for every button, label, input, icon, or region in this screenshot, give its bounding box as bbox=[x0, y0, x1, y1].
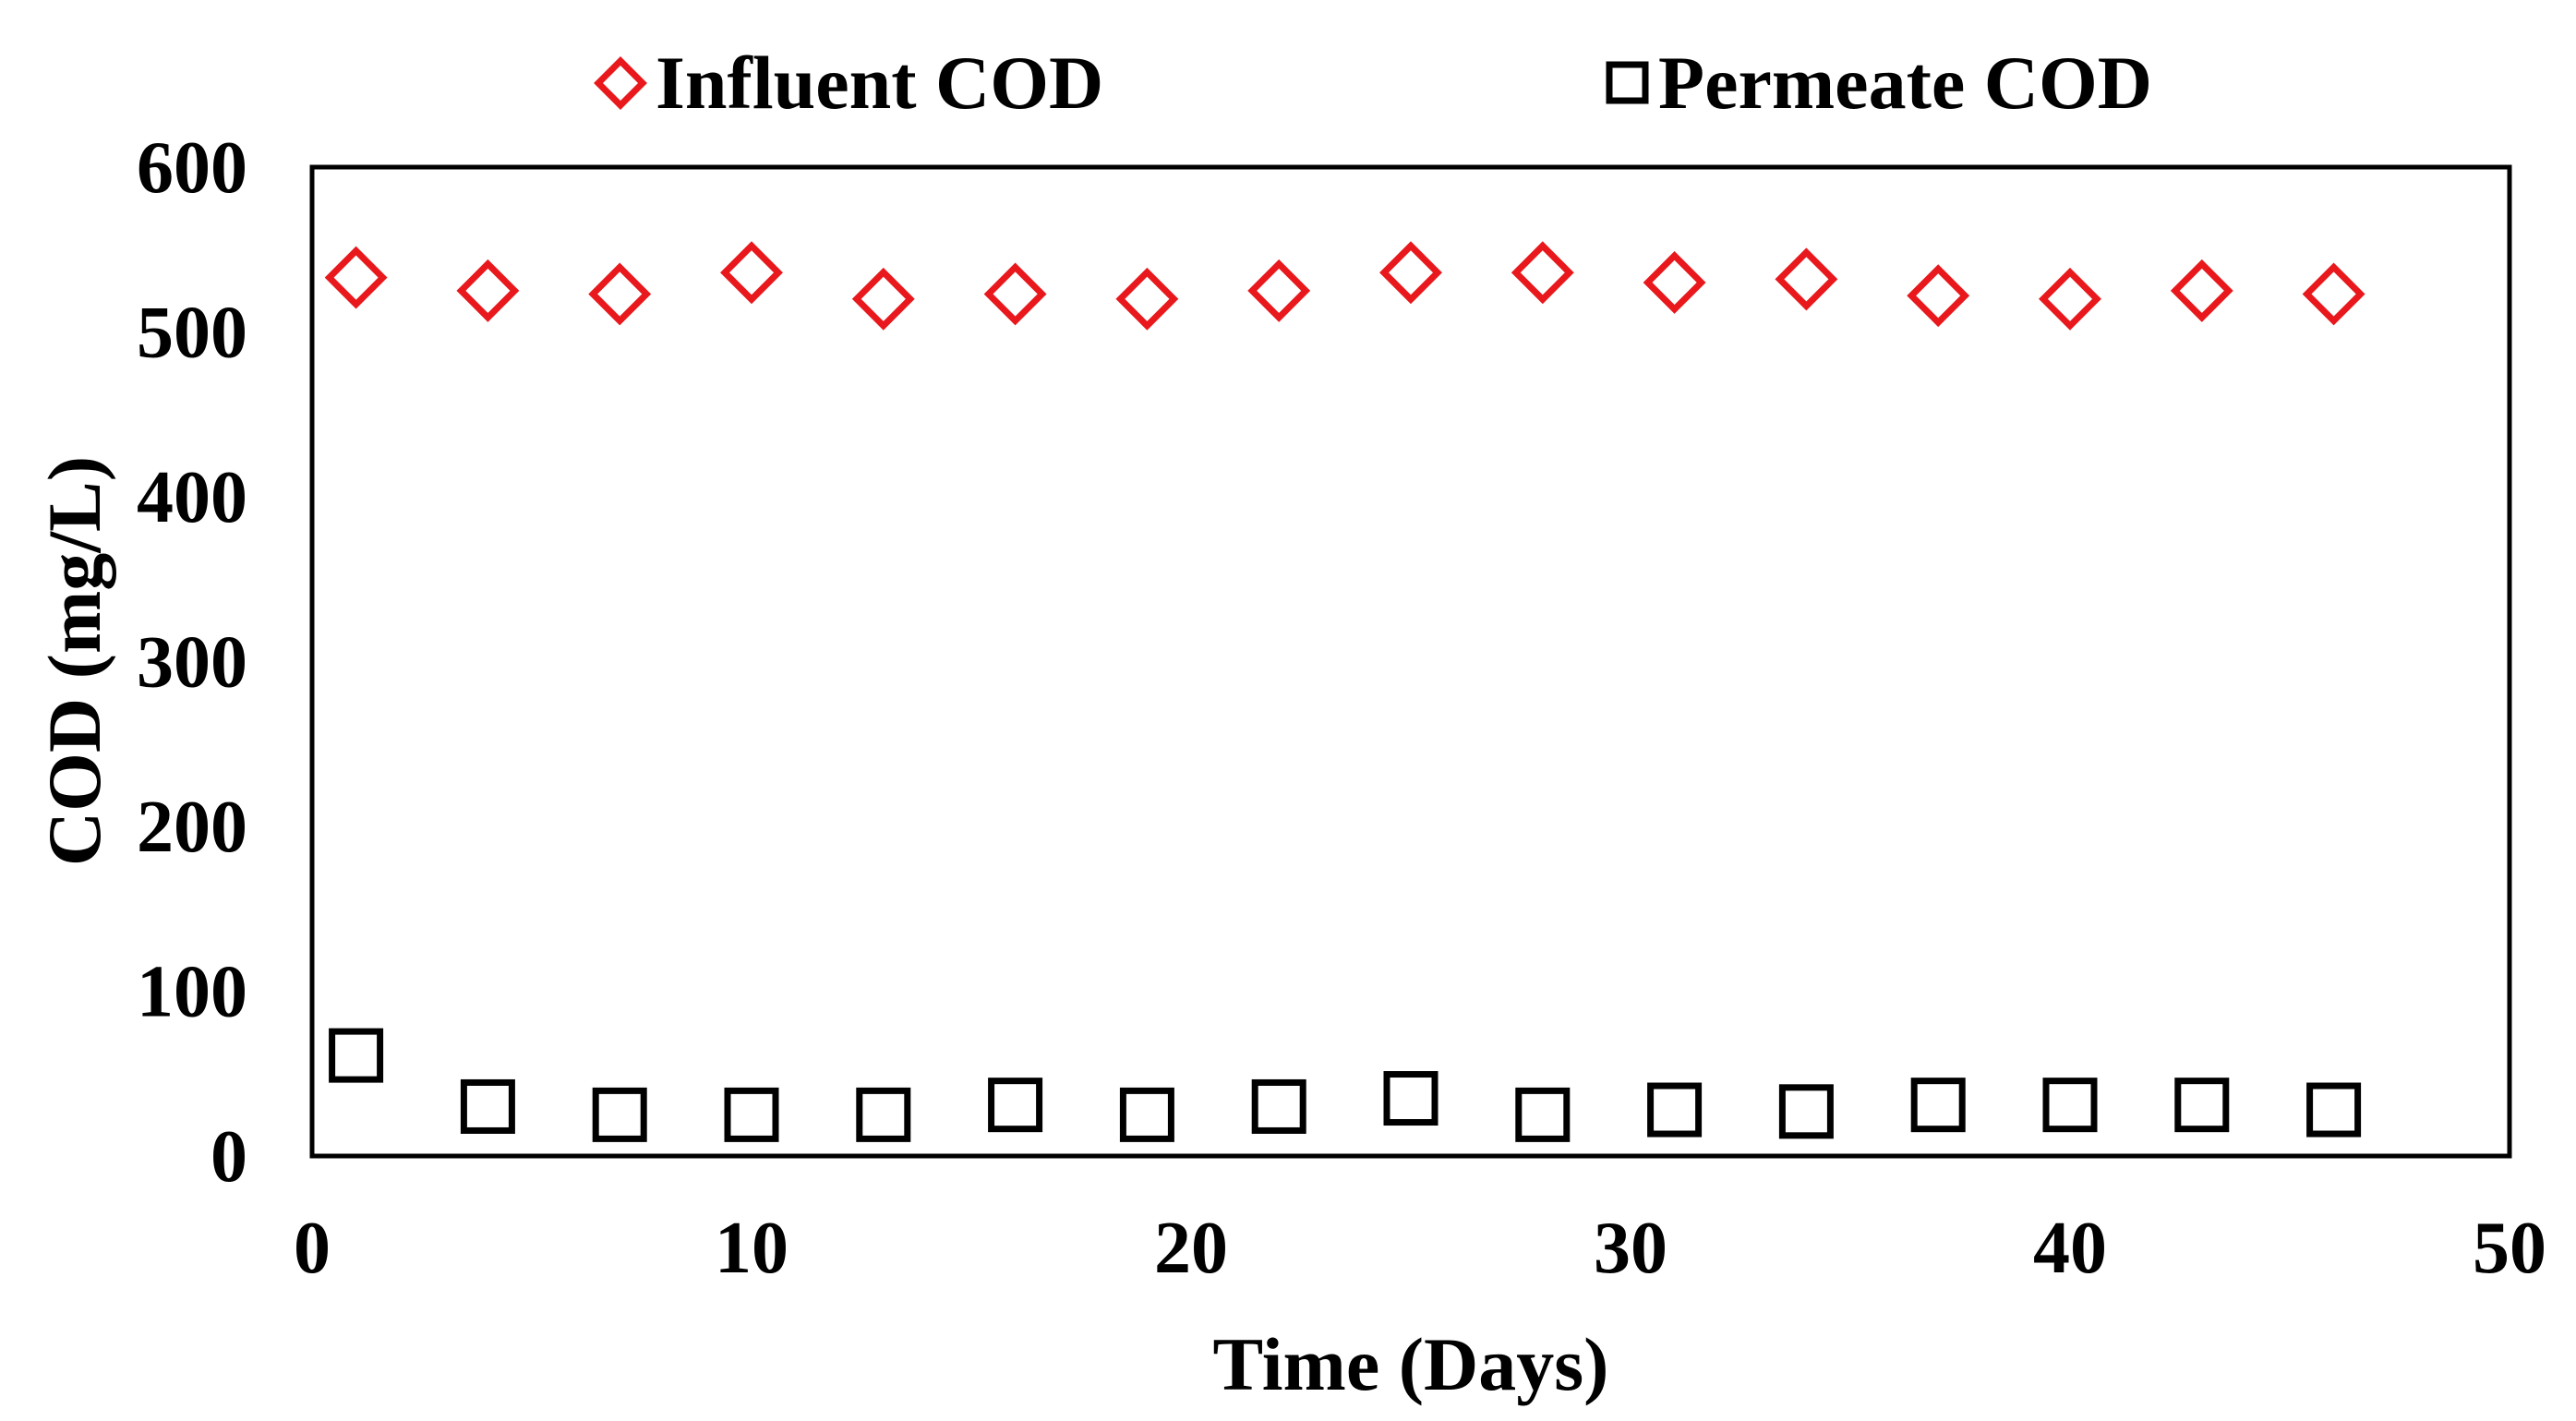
x-tick-label: 50 bbox=[2473, 1208, 2546, 1289]
data-point-influent bbox=[1511, 241, 1574, 305]
x-axis-title: Time (Days) bbox=[1213, 1322, 1609, 1406]
series-permeate-cod bbox=[329, 1028, 2362, 1142]
data-point-permeate bbox=[2042, 1078, 2098, 1133]
legend-marker-influent-diamond-icon bbox=[594, 56, 647, 110]
x-tick-label: 0 bbox=[294, 1208, 331, 1289]
data-point-influent bbox=[2302, 262, 2365, 326]
legend: Influent COD Permeate COD bbox=[594, 41, 2152, 125]
y-tick-label: 600 bbox=[137, 127, 247, 209]
data-point-influent bbox=[1907, 264, 1970, 328]
y-tick-label: 300 bbox=[137, 622, 247, 704]
data-point-influent bbox=[1115, 267, 1179, 331]
data-point-influent bbox=[720, 241, 783, 305]
data-point-permeate bbox=[1910, 1078, 1966, 1133]
x-axis-ticks: 0 10 20 30 40 50 bbox=[294, 1208, 2546, 1289]
data-point-permeate bbox=[724, 1087, 779, 1142]
data-point-influent bbox=[1247, 259, 1311, 322]
data-point-influent bbox=[1775, 247, 1838, 311]
data-point-permeate bbox=[856, 1087, 911, 1142]
plot-area-frame bbox=[309, 164, 2512, 1159]
data-point-permeate bbox=[1647, 1082, 1703, 1138]
data-point-influent bbox=[456, 259, 520, 322]
data-point-permeate bbox=[1383, 1071, 1438, 1126]
x-tick-label: 20 bbox=[1154, 1208, 1228, 1289]
data-point-permeate bbox=[2174, 1078, 2230, 1133]
legend-label-influent: Influent COD bbox=[656, 41, 1103, 125]
data-point-permeate bbox=[1119, 1087, 1174, 1142]
y-tick-label: 200 bbox=[137, 787, 247, 868]
legend-marker-permeate-square-icon bbox=[1606, 61, 1649, 104]
data-point-permeate bbox=[2306, 1082, 2362, 1138]
data-point-influent bbox=[588, 262, 652, 326]
y-tick-label: 100 bbox=[137, 952, 247, 1033]
data-point-influent bbox=[324, 246, 388, 309]
data-point-permeate bbox=[1778, 1084, 1834, 1139]
y-tick-label: 0 bbox=[211, 1116, 247, 1198]
data-point-influent bbox=[2170, 259, 2233, 322]
data-point-permeate bbox=[1251, 1078, 1306, 1134]
data-point-influent bbox=[983, 262, 1047, 326]
data-point-influent bbox=[2039, 267, 2101, 331]
data-point-permeate bbox=[329, 1028, 384, 1083]
y-tick-label: 400 bbox=[137, 457, 247, 538]
data-point-permeate bbox=[1515, 1087, 1571, 1142]
data-point-permeate bbox=[460, 1078, 515, 1134]
legend-label-permeate: Permeate COD bbox=[1658, 41, 2152, 125]
y-axis-title: COD (mg/L) bbox=[32, 456, 116, 866]
data-point-influent bbox=[1643, 251, 1706, 314]
data-point-influent bbox=[1379, 241, 1442, 305]
x-tick-label: 30 bbox=[1594, 1208, 1667, 1289]
y-axis-ticks: 0 100 200 300 400 500 600 bbox=[137, 127, 247, 1198]
data-point-permeate bbox=[988, 1078, 1043, 1133]
series-influent-cod bbox=[324, 241, 2365, 331]
series-layer bbox=[324, 241, 2365, 1142]
data-point-permeate bbox=[592, 1087, 647, 1142]
data-point-influent bbox=[851, 267, 915, 331]
x-tick-label: 40 bbox=[2033, 1208, 2107, 1289]
y-tick-label: 500 bbox=[137, 293, 247, 374]
x-tick-label: 10 bbox=[715, 1208, 788, 1289]
